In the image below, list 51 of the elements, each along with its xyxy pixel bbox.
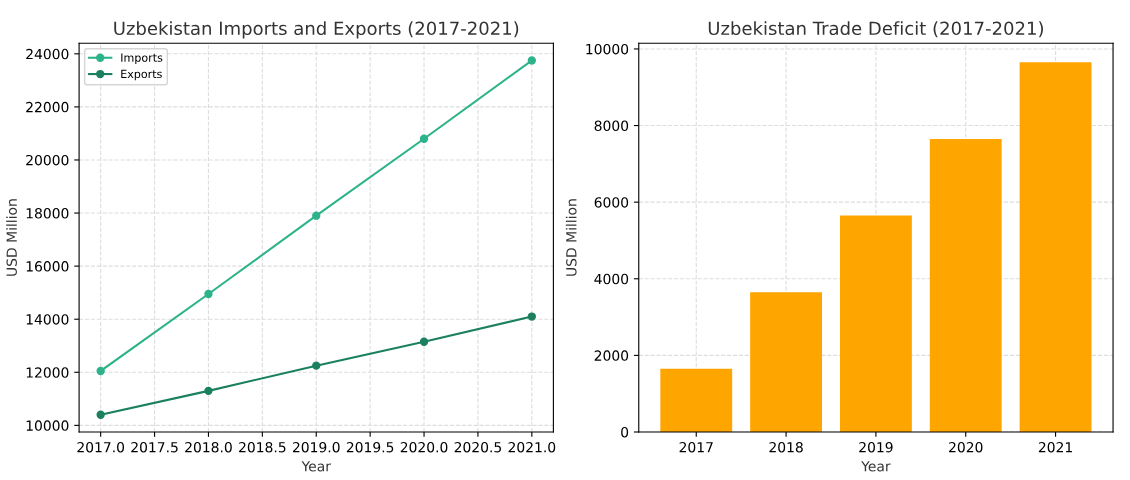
point — [312, 361, 321, 370]
y-tick-label: 10000 — [26, 420, 69, 431]
bar — [750, 292, 823, 432]
point — [96, 366, 105, 376]
x-tick-label: 2019.0 — [292, 441, 340, 453]
point — [419, 337, 429, 346]
bar — [929, 138, 1002, 432]
point — [204, 289, 213, 299]
y-axis-title: USD Million — [6, 199, 17, 276]
y-tick-label: 12000 — [26, 367, 69, 378]
point — [527, 312, 536, 321]
x-axis-title: Year — [301, 461, 331, 472]
x-tick-label: 2019.5 — [346, 441, 394, 453]
y-tick-label: 16000 — [26, 261, 69, 272]
chart-title: Uzbekistan Trade Deficit (2017-2021) — [708, 21, 1043, 38]
x-tick-label: 2018.5 — [239, 441, 286, 453]
y-tick-label: 2000 — [594, 350, 629, 361]
x-tick-label: 2018 — [769, 441, 803, 453]
point — [96, 410, 105, 419]
point — [312, 211, 321, 220]
x-tick-label: 2017.0 — [77, 441, 125, 453]
x-tick-label: 2017 — [679, 441, 713, 453]
bar — [839, 215, 912, 432]
bar — [1019, 62, 1092, 432]
x-tick-label: 2017.5 — [131, 441, 178, 453]
x-tick-label: 2019 — [859, 441, 893, 453]
x-tick-label: 2021 — [1038, 441, 1072, 453]
y-tick-label: 14000 — [26, 314, 69, 325]
y-tick-label: 20000 — [26, 154, 69, 166]
x-tick-label: 2020 — [949, 441, 983, 453]
legend-label: Exports — [121, 69, 162, 81]
y-tick-label: 22000 — [26, 101, 69, 113]
chart-title: Uzbekistan Imports and Exports (2017-2021) — [114, 21, 519, 39]
y-tick-label: 18000 — [26, 208, 69, 219]
point — [419, 134, 429, 143]
y-tick-label: 6000 — [594, 197, 629, 208]
point — [527, 56, 536, 65]
x-tick-label: 2020.0 — [400, 441, 448, 453]
y-tick-label: 4000 — [594, 273, 629, 285]
x-tick-label: 2018.0 — [185, 441, 232, 453]
point — [204, 386, 213, 396]
x-axis-title: Year — [861, 461, 891, 472]
x-tick-label: 2020.5 — [454, 441, 502, 453]
y-tick-label: 24000 — [26, 48, 69, 60]
bar — [660, 368, 733, 432]
legend-label: Imports — [121, 53, 163, 64]
y-tick-label: 8000 — [594, 120, 629, 132]
x-tick-label: 2021.0 — [508, 441, 556, 453]
y-axis-title: USD Million — [565, 199, 577, 276]
y-tick-label: 10000 — [586, 43, 629, 55]
y-tick-label: 0 — [621, 426, 629, 438]
